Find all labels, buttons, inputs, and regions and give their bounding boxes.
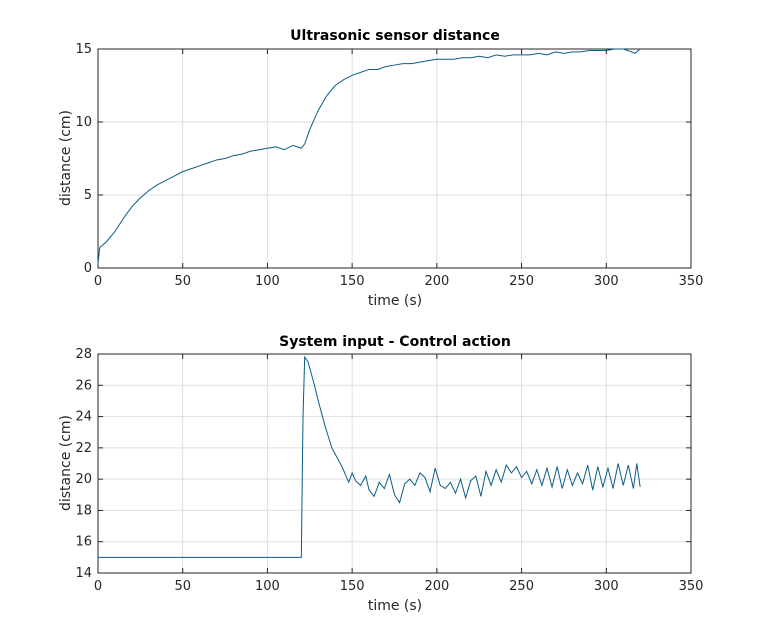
x-tick-label: 150 bbox=[340, 274, 365, 289]
x-tick-label: 350 bbox=[679, 274, 704, 289]
x-tick-label: 300 bbox=[594, 274, 619, 289]
x-tick-label: 350 bbox=[679, 579, 704, 594]
axes-frame bbox=[97, 353, 692, 574]
ticks: 0 50 100 150 200 250 300 350 0 5 10 15 bbox=[75, 42, 703, 289]
series-line bbox=[98, 355, 641, 558]
x-tick-label: 200 bbox=[424, 579, 449, 594]
axes-frame bbox=[97, 48, 692, 269]
y-tick-label: 20 bbox=[75, 472, 92, 487]
x-tick-label: 250 bbox=[509, 274, 534, 289]
x-tick-label: 300 bbox=[594, 579, 619, 594]
x-tick-label: 0 bbox=[94, 274, 102, 289]
x-tick-label: 100 bbox=[255, 579, 280, 594]
grid bbox=[98, 49, 691, 268]
grid bbox=[98, 354, 691, 573]
y-tick-label: 10 bbox=[75, 115, 92, 130]
ticks: 0 50 100 150 200 250 300 350 14 16 18 20 22 24 26 28 bbox=[75, 347, 703, 594]
y-tick-label: 0 bbox=[84, 261, 92, 276]
y-tick-label: 28 bbox=[75, 347, 92, 362]
y-tick-label: 14 bbox=[75, 566, 92, 581]
x-tick-label: 100 bbox=[255, 274, 280, 289]
y-tick-label: 15 bbox=[75, 42, 92, 57]
x-tick-label: 0 bbox=[94, 579, 102, 594]
x-axis-label: time (s) bbox=[368, 598, 422, 614]
axes-ultrasonic-distance: Ultrasonic sensor distance 0 50 100 150 200 2… bbox=[58, 28, 703, 309]
x-tick-label: 150 bbox=[340, 579, 365, 594]
y-axis-label: distance (cm) bbox=[58, 415, 74, 511]
chart-title: System input - Control action bbox=[279, 334, 511, 350]
x-tick-label: 50 bbox=[174, 274, 191, 289]
y-tick-label: 24 bbox=[75, 410, 92, 425]
y-tick-label: 5 bbox=[84, 188, 92, 203]
y-tick-label: 16 bbox=[75, 535, 92, 550]
y-tick-label: 22 bbox=[75, 441, 92, 456]
x-tick-label: 50 bbox=[174, 579, 191, 594]
y-axis-label: distance (cm) bbox=[58, 110, 74, 206]
x-axis-label: time (s) bbox=[368, 293, 422, 309]
y-tick-label: 26 bbox=[75, 378, 92, 393]
x-tick-label: 200 bbox=[424, 274, 449, 289]
axes-control-action: System input - Control action 0 50 100 150 2… bbox=[58, 334, 703, 614]
y-tick-label: 18 bbox=[75, 503, 92, 518]
x-tick-label: 250 bbox=[509, 579, 534, 594]
series-line bbox=[97, 48, 641, 264]
chart-title: Ultrasonic sensor distance bbox=[290, 28, 500, 44]
